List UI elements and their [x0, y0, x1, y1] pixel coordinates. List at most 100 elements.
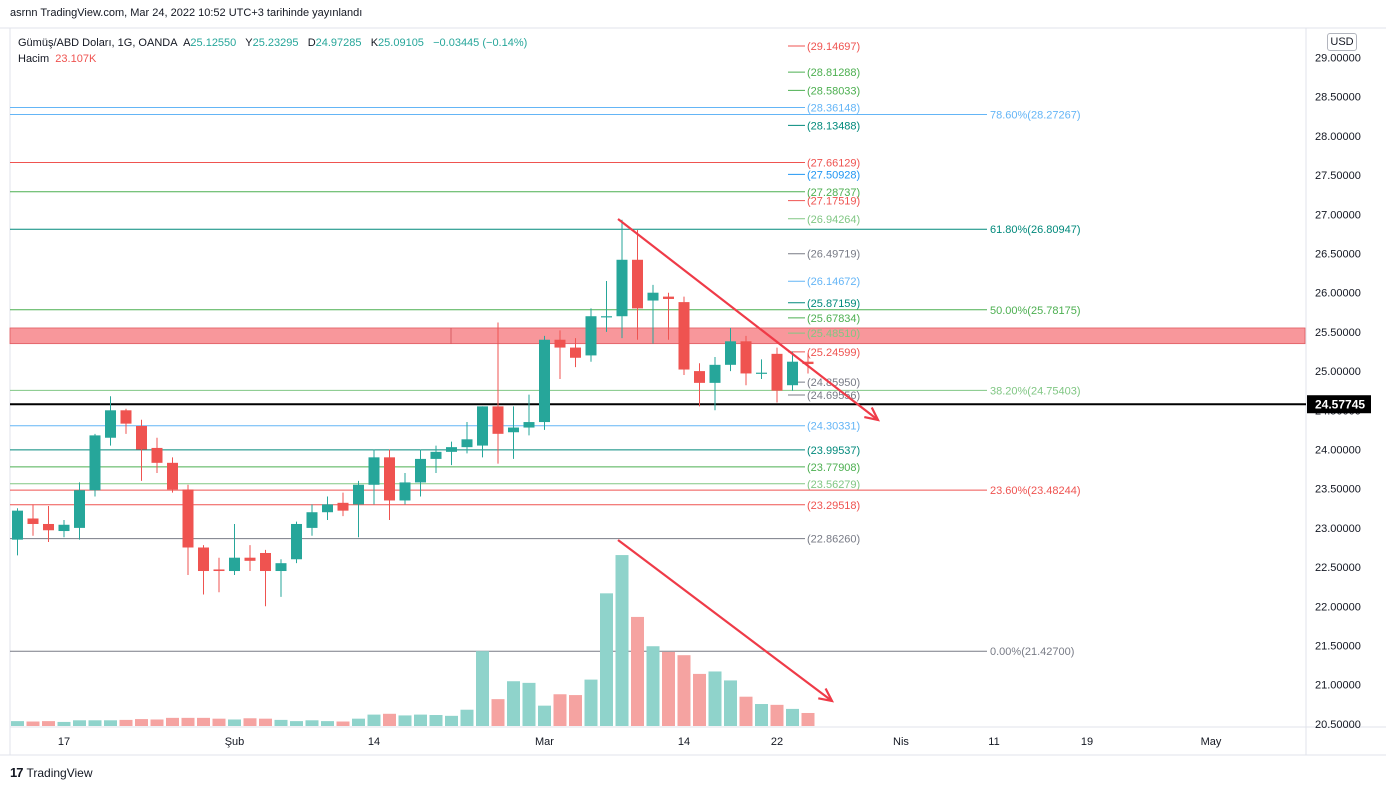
candle [275, 559, 287, 597]
candle [368, 449, 380, 505]
candle-body [27, 518, 39, 524]
candle-body [570, 347, 581, 358]
change-value: −0.03445 (−0.14%) [433, 37, 528, 49]
time-tick-label: Şub [225, 736, 245, 748]
candle [694, 363, 705, 407]
volume-bar [42, 721, 55, 726]
volume-bar [228, 719, 241, 726]
candle [570, 338, 581, 368]
candle-body [678, 302, 690, 370]
price-tick-label: 21.00000 [1315, 680, 1361, 692]
candle [353, 480, 364, 538]
candle-body [322, 504, 333, 513]
open-label: A [183, 37, 191, 49]
candle [213, 557, 225, 593]
high-value: 25.23295 [252, 37, 299, 49]
candle [616, 219, 628, 339]
candle [492, 322, 504, 464]
candle-body [244, 557, 256, 561]
candle [740, 335, 752, 386]
level-label: (24.30331) [807, 421, 860, 433]
candle-body [601, 316, 612, 318]
arrow-head-icon [818, 688, 835, 703]
candle-body [384, 457, 395, 501]
candle [167, 457, 178, 493]
volume-bar [786, 708, 799, 726]
tradingview-logo-icon: 17 [10, 765, 24, 780]
low-label: D [307, 37, 316, 49]
candle-body [632, 259, 643, 309]
candle-body [120, 410, 132, 424]
candle [89, 433, 101, 497]
volume-bar [150, 719, 164, 726]
candle-body [229, 557, 240, 572]
candle [120, 408, 132, 434]
volume-bar [197, 717, 210, 726]
price-tick-label: 22.50000 [1315, 562, 1361, 574]
candle [151, 437, 163, 474]
volume-bar [507, 681, 520, 726]
time-tick-label: 19 [1081, 736, 1093, 748]
price-tick-label: 27.00000 [1315, 209, 1361, 221]
last-price-badge [1307, 395, 1371, 414]
volume-bar [693, 673, 706, 726]
volume-bar [321, 721, 334, 726]
candle [399, 473, 411, 505]
candle [337, 492, 349, 517]
candle [260, 549, 271, 607]
candle-body [539, 339, 550, 423]
candle-body [353, 484, 364, 505]
volume-bar [367, 714, 381, 726]
volume-bar [259, 718, 272, 726]
level-label: (23.99537) [807, 445, 860, 457]
candle-body [523, 422, 535, 428]
volume-bar [414, 714, 427, 726]
candle [229, 523, 240, 575]
candle-body [694, 371, 705, 383]
price-tick-label: 25.50000 [1315, 327, 1361, 339]
candle [477, 406, 488, 458]
candle [430, 445, 442, 474]
volume-bar [476, 651, 489, 726]
footer-brand: 17 TradingView [10, 765, 93, 780]
volume-bar [615, 555, 629, 726]
candle [446, 441, 457, 466]
time-tick-label: 22 [771, 736, 783, 748]
volume-bar [569, 695, 582, 726]
volume-bar [429, 715, 443, 726]
price-tick-label: 23.50000 [1315, 484, 1361, 496]
volume-bar [755, 704, 768, 726]
candle-body [213, 569, 225, 572]
level-label: (25.67834) [807, 313, 860, 325]
candle [554, 330, 566, 379]
candle [678, 296, 690, 376]
currency-button[interactable]: USD [1327, 33, 1357, 51]
candle-body [756, 372, 767, 374]
last-price-label: 24.57745 [1315, 398, 1365, 412]
volume-bar [88, 720, 102, 726]
candle-body [260, 552, 271, 572]
candle-body [105, 410, 116, 438]
volume-bar [135, 719, 148, 726]
candle-body [663, 296, 674, 299]
candle-body [275, 563, 287, 572]
candle-body [461, 439, 473, 448]
publish-header: asrnn TradingView.com, Mar 24, 2022 10:5… [10, 7, 363, 19]
time-tick-label: 11 [988, 736, 999, 748]
time-tick-label: 14 [678, 736, 690, 748]
level-label: (28.81288) [807, 67, 860, 79]
candle [787, 351, 798, 391]
symbol-name[interactable]: Gümüş/ABD Doları, 1G, OANDA [18, 37, 178, 49]
level-label: (25.24599) [807, 347, 860, 359]
candle-body [136, 425, 147, 450]
volume-bar [274, 719, 288, 726]
candle-body [616, 259, 628, 317]
level-label: (28.36148) [807, 103, 860, 115]
fib-label: 38.20%(24.75403) [990, 385, 1081, 397]
volume-bar [336, 721, 350, 726]
candle [461, 422, 473, 454]
candle-body [368, 457, 380, 485]
volume-bar [383, 713, 396, 726]
candle-body [492, 406, 504, 434]
